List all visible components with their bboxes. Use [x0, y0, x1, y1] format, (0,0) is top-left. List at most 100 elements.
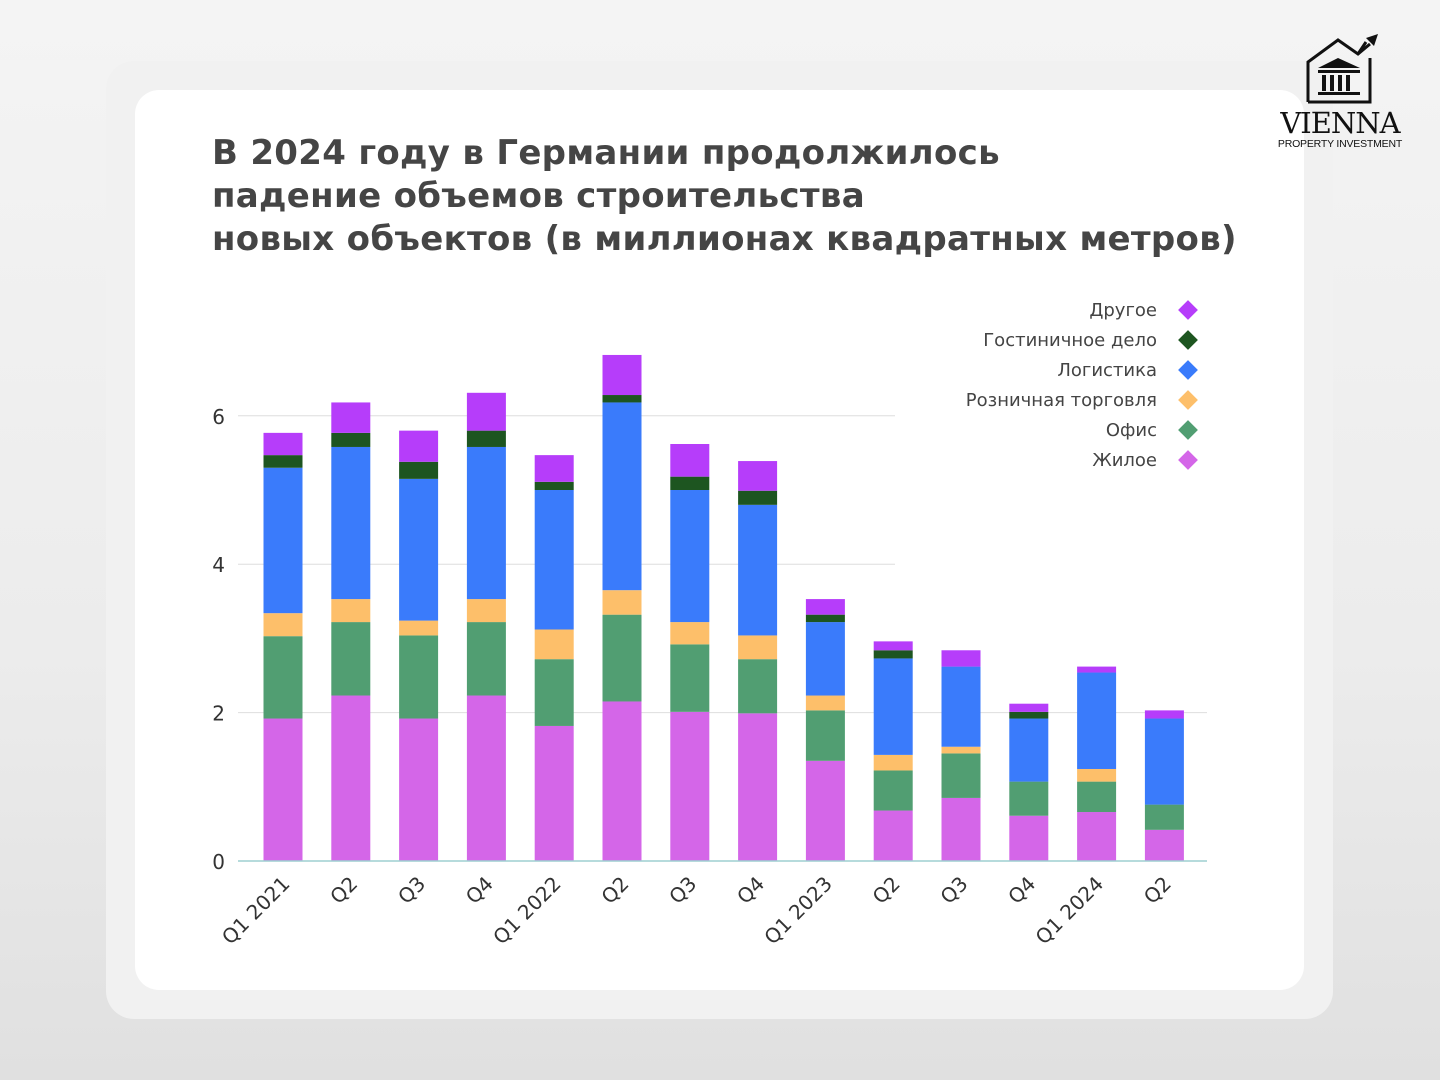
legend-diamond-icon: [1178, 450, 1198, 470]
bar-segment: [738, 490, 778, 505]
bar-segment: [466, 430, 506, 447]
legend-diamond-icon: [1178, 420, 1198, 440]
x-tick-label: Q1 2022: [488, 872, 566, 950]
legend-diamond-icon: [1178, 360, 1198, 380]
bar-segment: [941, 797, 981, 861]
bar-segment: [399, 635, 439, 719]
x-tick-label: Q1 2023: [759, 872, 837, 950]
bar-segment: [738, 713, 778, 861]
bar-segment: [670, 644, 710, 712]
logo-name: VIENNA: [1280, 106, 1400, 140]
bar-segment: [670, 476, 710, 490]
bar-segment: [331, 446, 371, 600]
bar-segment: [738, 659, 778, 714]
bar-segment: [534, 490, 574, 630]
bar-segment: [1009, 718, 1049, 782]
bar-segment: [1009, 781, 1049, 816]
bar-segment: [534, 659, 574, 726]
bar-segment: [805, 760, 845, 861]
bar-segment: [331, 622, 371, 696]
title-line-2: падение объемов строительства: [212, 176, 865, 216]
bar-segment: [1144, 718, 1184, 805]
bar-segment: [466, 622, 506, 696]
bar-segment: [1144, 804, 1184, 830]
bar-segment: [1009, 703, 1049, 712]
bar-segment: [466, 446, 506, 600]
bar-segment: [263, 613, 303, 637]
title-line-1: В 2024 году в Германии продолжилось: [212, 133, 1000, 173]
x-tick-label: Q3: [664, 872, 701, 909]
bar-segment: [941, 650, 981, 667]
title-line-3: новых объектов (в миллионах квадратных м…: [212, 219, 1237, 259]
x-tick-label: Q2: [1139, 872, 1176, 909]
bar-segment: [399, 430, 439, 462]
bar-segment: [1009, 815, 1049, 861]
chart-title: В 2024 году в Германии продолжилось паде…: [212, 132, 1237, 261]
bar-segment: [1077, 672, 1117, 769]
legend-label: Офис: [1106, 420, 1157, 441]
x-tick-label: Q1 2024: [1031, 872, 1109, 950]
bar-segment: [534, 629, 574, 660]
bar-segment: [873, 770, 913, 811]
bar-segment: [1077, 812, 1117, 861]
legend-diamond-icon: [1178, 330, 1198, 350]
bar-segment: [602, 354, 642, 396]
bar-segment: [1077, 781, 1117, 813]
bar-segment: [399, 478, 439, 621]
bar-segment: [873, 810, 913, 861]
bar-segment: [331, 599, 371, 623]
bar-segment: [602, 395, 642, 403]
bar-segment: [738, 461, 778, 491]
x-tick-label: Q4: [461, 872, 498, 909]
legend-label: Гостиничное дело: [983, 330, 1157, 351]
bar-segment: [534, 481, 574, 490]
bar-segment: [670, 443, 710, 477]
legend-label: Жилое: [1092, 450, 1157, 471]
bar-segment: [263, 718, 303, 861]
bar-segment: [941, 666, 981, 747]
bar-segment: [1077, 768, 1117, 782]
bar-segment: [331, 432, 371, 447]
bar-segment: [873, 658, 913, 755]
x-tick-label: Q3: [935, 872, 972, 909]
bar-segment: [602, 614, 642, 702]
x-tick-label: Q2: [868, 872, 905, 909]
bar-segment: [399, 718, 439, 861]
x-tick-label: Q2: [596, 872, 633, 909]
bar-segment: [399, 620, 439, 636]
bar-segment: [738, 635, 778, 660]
bar-segment: [1077, 666, 1117, 673]
x-tick-label: Q4: [732, 872, 769, 909]
bar-segment: [399, 461, 439, 479]
legend-label: Розничная торговля: [966, 390, 1157, 411]
bar-segment: [873, 650, 913, 659]
x-tick-label: Q1 2021: [217, 872, 295, 950]
y-tick-label: 0: [212, 850, 225, 874]
bar-segment: [941, 746, 981, 754]
bar-segment: [805, 599, 845, 615]
bar-segment: [805, 695, 845, 711]
bar-segment: [602, 701, 642, 861]
legend-label: Другое: [1089, 300, 1157, 321]
bar-segment: [873, 754, 913, 771]
y-tick-label: 2: [212, 702, 225, 726]
bar-segment: [466, 695, 506, 861]
bar-segment: [670, 711, 710, 861]
x-tick-label: Q4: [1003, 872, 1040, 909]
bar-segment: [466, 392, 506, 431]
bar-segment: [602, 590, 642, 615]
bar-segment: [263, 455, 303, 468]
bar-segment: [941, 753, 981, 798]
legend-diamond-icon: [1178, 300, 1198, 320]
legend-label: Логистика: [1057, 360, 1157, 381]
bar-segment: [1144, 710, 1184, 719]
x-tick-label: Q2: [325, 872, 362, 909]
bar-segment: [466, 599, 506, 623]
bar-segment: [331, 402, 371, 433]
logo: VIENNA PROPERTY INVESTMENT: [1270, 32, 1410, 150]
bar-segment: [602, 402, 642, 591]
bar-segment: [670, 622, 710, 645]
bar-segment: [263, 636, 303, 719]
bar-segment: [263, 432, 303, 456]
